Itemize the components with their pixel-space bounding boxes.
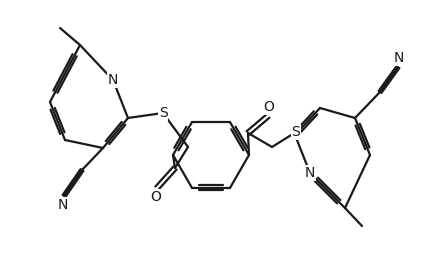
Text: N: N <box>108 73 118 87</box>
Text: S: S <box>159 106 168 120</box>
Text: S: S <box>292 125 300 139</box>
Text: O: O <box>264 100 274 114</box>
Text: O: O <box>151 190 162 204</box>
Text: N: N <box>394 51 404 65</box>
Text: N: N <box>305 166 315 180</box>
Text: N: N <box>58 198 68 212</box>
